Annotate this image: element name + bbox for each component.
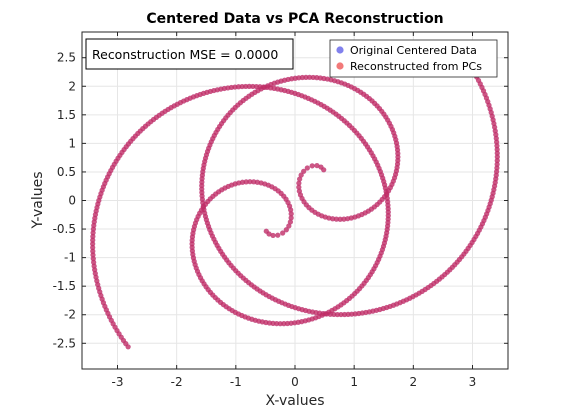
point-reconstructed bbox=[274, 320, 280, 327]
legend-marker-reconstructed bbox=[336, 62, 344, 70]
point-reconstructed bbox=[125, 344, 131, 350]
point-reconstructed bbox=[247, 179, 253, 185]
point-reconstructed bbox=[250, 83, 256, 90]
point-reconstructed bbox=[280, 230, 286, 236]
point-reconstructed bbox=[270, 232, 276, 239]
point-reconstructed bbox=[310, 74, 316, 81]
x-tick-label: -3 bbox=[112, 375, 124, 389]
y-tick-label: 0 bbox=[68, 194, 76, 208]
x-tick-label: 0 bbox=[291, 375, 299, 389]
point-reconstructed bbox=[494, 150, 500, 156]
point-reconstructed bbox=[494, 146, 500, 153]
point-reconstructed bbox=[301, 168, 307, 174]
legend: Original Centered Data Reconstructed fro… bbox=[329, 39, 498, 78]
point-reconstructed bbox=[283, 227, 289, 233]
x-axis-ticks: -3 -2 -1 0 1 2 3 bbox=[112, 32, 477, 389]
point-reconstructed bbox=[288, 211, 294, 217]
chart-title: Centered Data vs PCA Reconstruction bbox=[146, 11, 443, 27]
point-reconstructed bbox=[275, 232, 281, 238]
point-reconstructed bbox=[494, 165, 500, 171]
point-reconstructed bbox=[337, 216, 343, 222]
point-reconstructed bbox=[90, 237, 96, 243]
point-reconstructed bbox=[333, 216, 339, 222]
y-axis-ticks: -2.5 -2 -1.5 -1 -0.5 0 0.5 1 1.5 2 2.5 bbox=[53, 51, 508, 350]
point-reconstructed bbox=[288, 215, 294, 221]
point-reconstructed bbox=[254, 179, 261, 185]
point-reconstructed bbox=[318, 164, 324, 170]
y-tick-label: 1 bbox=[68, 136, 76, 150]
annotation-box: Reconstruction MSE = 0.0000 bbox=[85, 38, 294, 70]
point-reconstructed bbox=[304, 165, 310, 171]
x-tick-label: 2 bbox=[410, 375, 418, 389]
y-tick-label: 2 bbox=[68, 79, 76, 93]
point-reconstructed bbox=[90, 248, 96, 254]
x-tick-label: 1 bbox=[350, 375, 358, 389]
point-reconstructed bbox=[266, 231, 272, 237]
point-reconstructed bbox=[296, 180, 302, 186]
y-tick-label: 1.5 bbox=[57, 108, 76, 122]
y-tick-label: 0.5 bbox=[57, 165, 76, 179]
y-tick-label: 2.5 bbox=[57, 51, 76, 65]
y-tick-label: -1 bbox=[64, 251, 76, 265]
point-reconstructed bbox=[297, 176, 303, 182]
data-points bbox=[90, 51, 500, 350]
point-reconstructed bbox=[306, 74, 313, 80]
point-reconstructed bbox=[296, 184, 302, 190]
point-reconstructed bbox=[90, 233, 96, 240]
point-reconstructed bbox=[90, 241, 96, 247]
legend-label-original: Original Centered Data bbox=[350, 44, 477, 57]
legend-marker-original bbox=[336, 46, 344, 54]
annotation-text: Reconstruction MSE = 0.0000 bbox=[92, 47, 278, 62]
point-reconstructed bbox=[298, 172, 304, 178]
y-tick-label: -0.5 bbox=[53, 222, 76, 236]
x-tick-label: -1 bbox=[230, 375, 242, 389]
point-reconstructed bbox=[330, 216, 336, 222]
x-tick-label: -2 bbox=[171, 375, 183, 389]
y-axis-label: Y-values bbox=[30, 171, 46, 229]
y-tick-label: -1.5 bbox=[53, 279, 76, 293]
point-reconstructed bbox=[494, 161, 500, 167]
point-reconstructed bbox=[90, 252, 96, 258]
point-reconstructed bbox=[494, 154, 500, 160]
x-tick-label: 3 bbox=[469, 375, 477, 389]
point-reconstructed bbox=[277, 321, 283, 327]
point-reconstructed bbox=[251, 179, 257, 185]
point-reconstructed bbox=[494, 157, 500, 164]
y-tick-label: -2 bbox=[64, 308, 76, 322]
point-reconstructed bbox=[334, 311, 341, 318]
point-reconstructed bbox=[309, 163, 315, 169]
point-reconstructed bbox=[286, 223, 292, 229]
legend-label-reconstructed: Reconstructed from PCs bbox=[350, 60, 482, 73]
point-reconstructed bbox=[287, 219, 293, 225]
point-reconstructed bbox=[494, 143, 500, 149]
point-reconstructed bbox=[90, 244, 96, 251]
y-tick-label: -2.5 bbox=[53, 336, 76, 350]
point-reconstructed bbox=[314, 162, 320, 169]
point-reconstructed bbox=[90, 230, 96, 236]
x-axis-label: X-values bbox=[265, 393, 324, 409]
